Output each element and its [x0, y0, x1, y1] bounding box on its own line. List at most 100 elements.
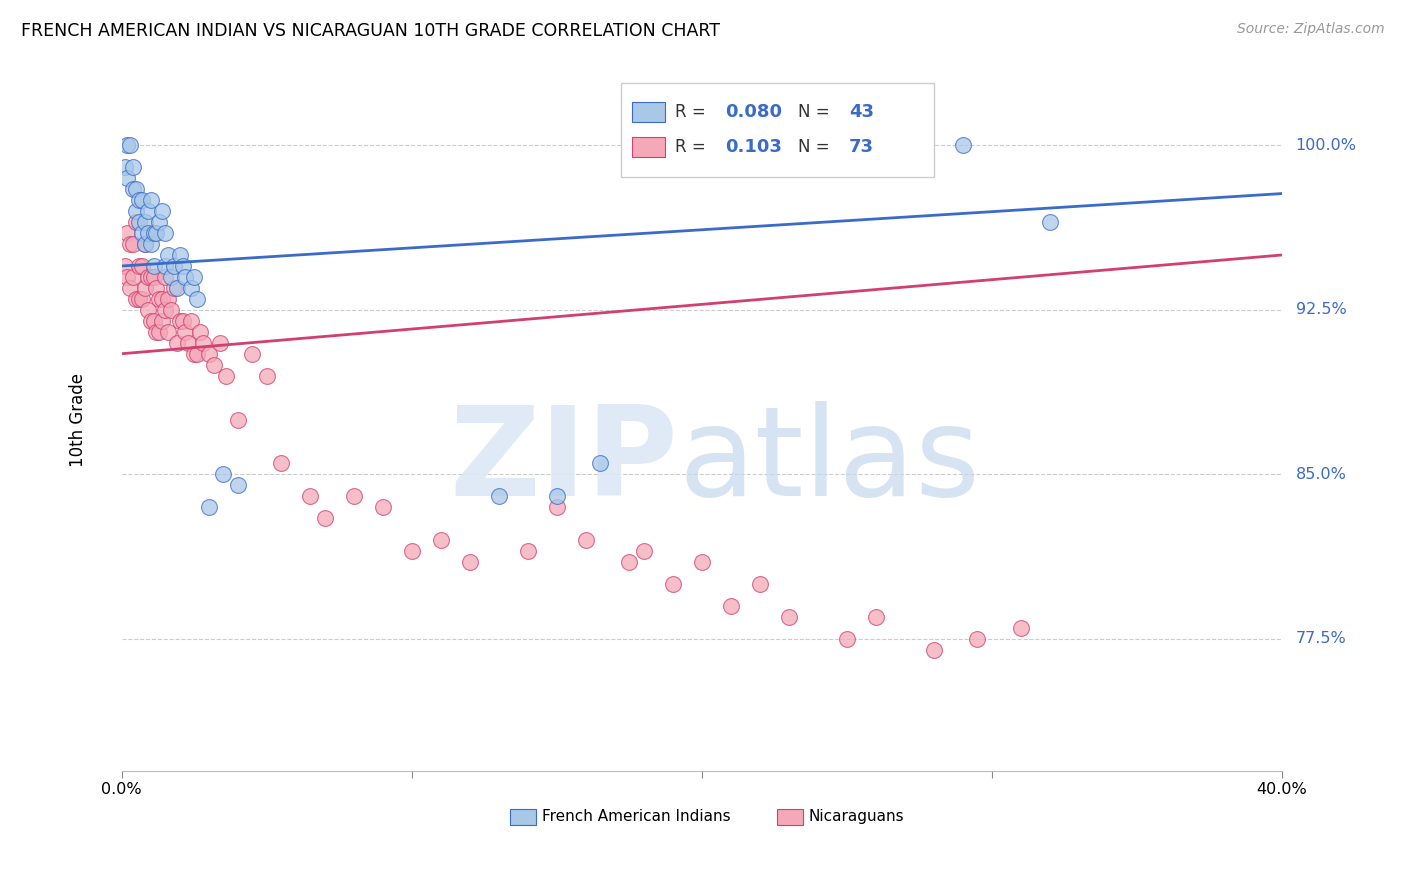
Point: [1039, 215, 1062, 229]
Text: French American Indians: French American Indians: [541, 809, 730, 823]
Text: 92.5%: 92.5%: [1296, 302, 1347, 318]
Point: [458, 555, 481, 569]
Point: [160, 302, 183, 317]
Point: [131, 226, 153, 240]
Point: [120, 138, 142, 153]
FancyBboxPatch shape: [633, 137, 665, 157]
Point: [343, 489, 366, 503]
FancyBboxPatch shape: [633, 103, 665, 122]
Text: Nicaraguans: Nicaraguans: [808, 809, 904, 823]
Point: [122, 160, 145, 174]
Point: [633, 544, 655, 558]
Point: [157, 325, 180, 339]
Point: [720, 599, 742, 613]
FancyBboxPatch shape: [620, 83, 934, 178]
Point: [139, 193, 162, 207]
Point: [401, 544, 423, 558]
Point: [952, 138, 974, 153]
Point: [153, 226, 176, 240]
Text: N =: N =: [799, 138, 830, 156]
Point: [1010, 621, 1032, 635]
Point: [145, 281, 167, 295]
Point: [256, 368, 278, 383]
Point: [429, 533, 451, 548]
Point: [169, 248, 191, 262]
Point: [139, 314, 162, 328]
Point: [134, 215, 156, 229]
Point: [153, 269, 176, 284]
Point: [114, 259, 136, 273]
Point: [177, 335, 200, 350]
Point: [835, 632, 858, 646]
Text: R =: R =: [675, 138, 706, 156]
Point: [150, 314, 173, 328]
Point: [748, 577, 770, 591]
Point: [163, 259, 186, 273]
FancyBboxPatch shape: [510, 809, 536, 824]
Point: [865, 610, 887, 624]
Point: [128, 259, 150, 273]
Point: [371, 500, 394, 515]
Text: ZIP: ZIP: [450, 401, 679, 522]
Point: [180, 314, 202, 328]
Point: [120, 237, 142, 252]
Point: [186, 347, 208, 361]
Point: [125, 215, 148, 229]
Point: [270, 457, 292, 471]
Point: [145, 325, 167, 339]
Point: [142, 226, 165, 240]
Point: [128, 292, 150, 306]
Point: [134, 281, 156, 295]
Point: [153, 259, 176, 273]
Point: [148, 215, 170, 229]
Text: 0.103: 0.103: [725, 138, 782, 156]
Point: [166, 281, 188, 295]
Point: [212, 467, 235, 482]
Point: [314, 511, 336, 525]
Point: [204, 358, 226, 372]
Point: [150, 204, 173, 219]
Point: [142, 314, 165, 328]
Point: [122, 269, 145, 284]
Point: [966, 632, 988, 646]
Text: N =: N =: [799, 103, 830, 121]
Point: [157, 292, 180, 306]
Point: [131, 259, 153, 273]
Point: [136, 302, 159, 317]
Point: [134, 237, 156, 252]
Point: [114, 160, 136, 174]
Point: [153, 302, 176, 317]
Text: Source: ZipAtlas.com: Source: ZipAtlas.com: [1237, 22, 1385, 37]
Point: [125, 292, 148, 306]
Point: [226, 478, 249, 492]
Point: [136, 269, 159, 284]
Point: [117, 226, 139, 240]
Point: [139, 269, 162, 284]
Point: [690, 555, 713, 569]
Point: [163, 281, 186, 295]
Point: [128, 193, 150, 207]
Point: [117, 171, 139, 186]
Point: [172, 314, 194, 328]
Point: [188, 325, 211, 339]
Point: [575, 533, 598, 548]
Text: 77.5%: 77.5%: [1296, 632, 1347, 647]
Point: [240, 347, 263, 361]
Text: 10th Grade: 10th Grade: [69, 373, 87, 467]
Text: 100.0%: 100.0%: [1296, 137, 1357, 153]
Point: [197, 347, 219, 361]
Text: 43: 43: [849, 103, 875, 121]
Text: 0.080: 0.080: [725, 103, 782, 121]
Point: [131, 193, 153, 207]
Point: [172, 259, 194, 273]
Point: [226, 412, 249, 426]
Point: [128, 215, 150, 229]
Point: [142, 269, 165, 284]
Point: [134, 237, 156, 252]
Point: [186, 292, 208, 306]
Point: [136, 226, 159, 240]
Point: [125, 204, 148, 219]
Point: [778, 610, 800, 624]
Point: [142, 259, 165, 273]
Point: [166, 335, 188, 350]
